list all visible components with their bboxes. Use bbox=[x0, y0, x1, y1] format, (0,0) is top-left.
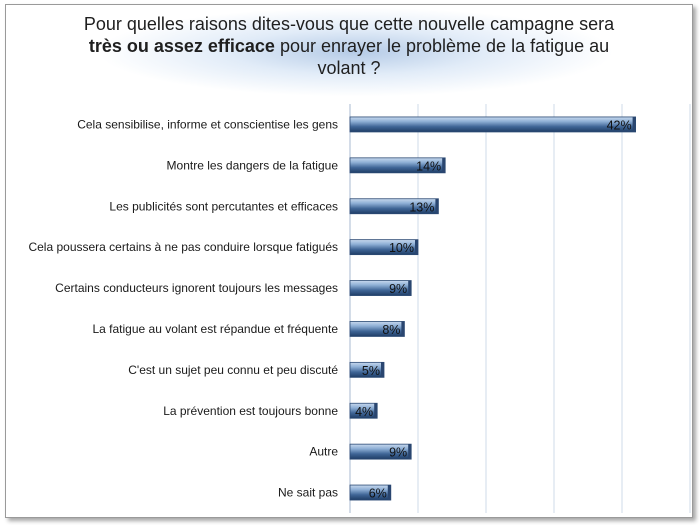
value-label: 6% bbox=[369, 487, 387, 501]
value-label: 14% bbox=[416, 159, 441, 173]
value-label: 9% bbox=[389, 446, 407, 460]
bar-end-cap bbox=[632, 116, 636, 132]
bar-end-cap bbox=[415, 239, 418, 255]
title-part-2-bold: très ou assez efficace bbox=[88, 36, 275, 56]
bar-end-cap bbox=[374, 403, 378, 419]
value-label: 9% bbox=[389, 282, 407, 296]
title-glow bbox=[96, 7, 616, 97]
category-label: La fatigue au volant est répandue et fré… bbox=[92, 322, 338, 336]
bar bbox=[349, 116, 637, 133]
bar-end-cap bbox=[435, 198, 439, 214]
chart-title: Pour quelles raisons dites-vous que cett… bbox=[66, 13, 632, 79]
category-label: Montre les dangers de la fatigue bbox=[167, 158, 339, 172]
bar-end-cap bbox=[442, 157, 446, 173]
category-label: Cela sensibilise, informe et conscientis… bbox=[77, 117, 338, 131]
title-part-3: pour enrayer le problème de la fatigue a… bbox=[274, 36, 610, 78]
category-label: Autre bbox=[309, 445, 338, 459]
value-label: 42% bbox=[607, 118, 632, 132]
category-label: La prévention est toujours bonne bbox=[163, 404, 338, 418]
value-label: 8% bbox=[382, 323, 400, 337]
category-label: Ne sait pas bbox=[278, 486, 338, 500]
value-label: 10% bbox=[389, 241, 414, 255]
category-label: Les publicités sont percutantes et effic… bbox=[109, 199, 338, 213]
category-label: C'est un sujet peu connu et peu discuté bbox=[128, 363, 338, 377]
title-part-1: Pour quelles raisons dites-vous que cett… bbox=[83, 14, 615, 34]
bar-end-cap bbox=[381, 362, 384, 378]
value-label: 4% bbox=[355, 405, 373, 419]
value-label: 13% bbox=[409, 200, 434, 214]
bar-end-cap bbox=[387, 485, 391, 501]
value-label: 5% bbox=[362, 364, 380, 378]
category-label: Certains conducteurs ignorent toujours l… bbox=[55, 281, 338, 295]
bar-end-cap bbox=[401, 321, 405, 337]
bar-end-cap bbox=[408, 280, 412, 296]
chart-frame: Pour quelles raisons dites-vous que cett… bbox=[5, 4, 693, 518]
category-label: Cela poussera certains à ne pas conduire… bbox=[28, 240, 338, 254]
bar-end-cap bbox=[408, 444, 412, 460]
